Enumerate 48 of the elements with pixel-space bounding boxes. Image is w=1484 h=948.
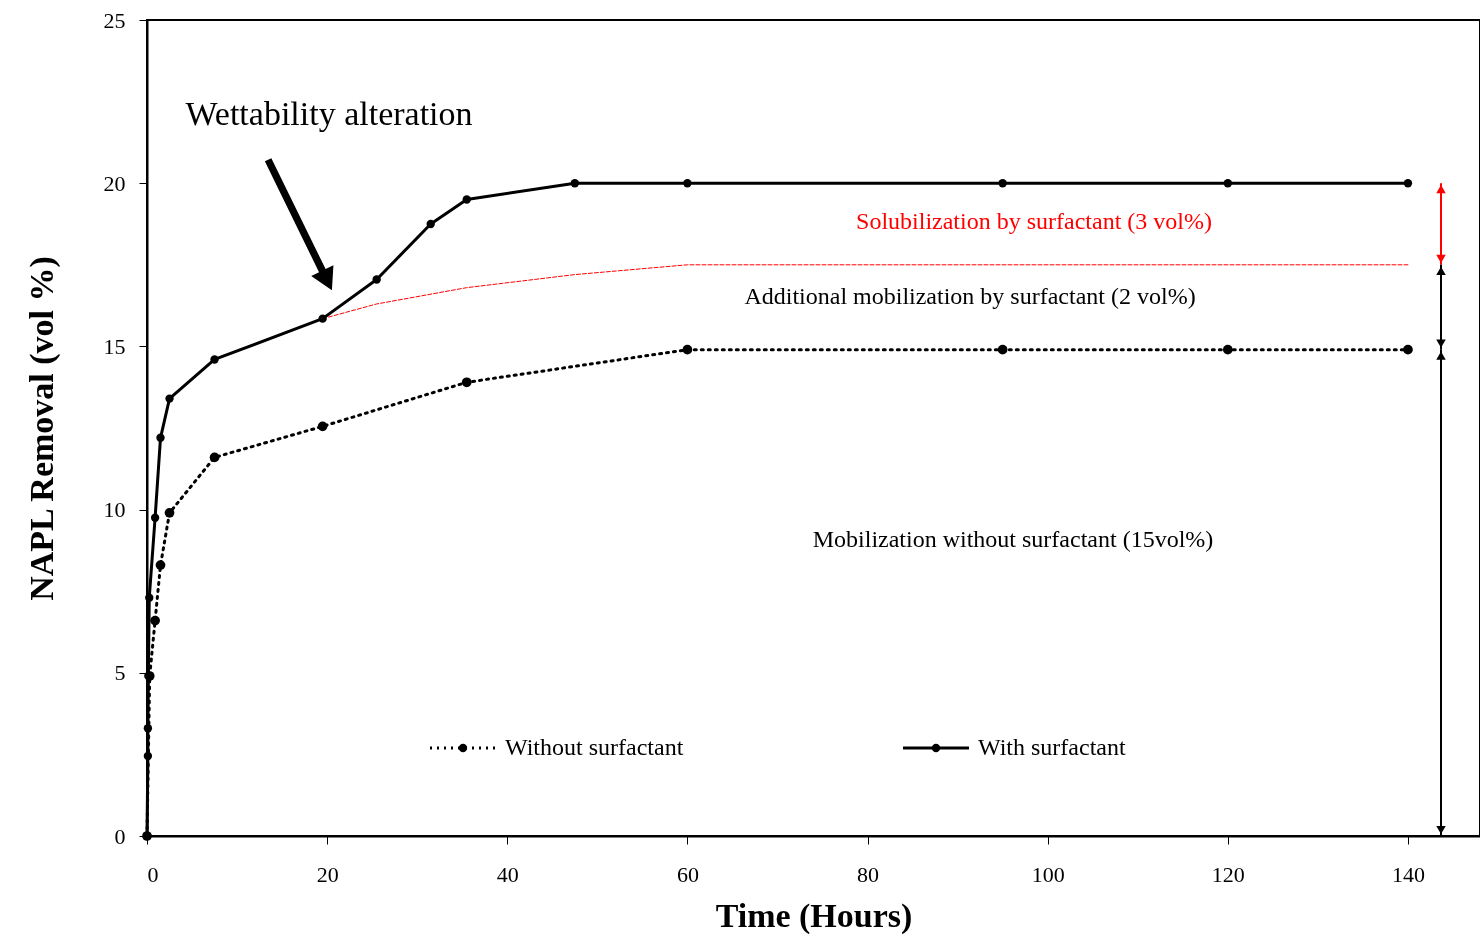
x-tick-label: 40 [496, 861, 519, 887]
point [426, 219, 435, 229]
point [317, 421, 328, 432]
annotation: Wettability alteration [185, 95, 473, 132]
y-tick-label: 25 [103, 7, 126, 33]
x-tick-label: 120 [1211, 861, 1245, 887]
point [997, 344, 1008, 355]
point [1403, 344, 1413, 355]
point [683, 179, 692, 188]
point [150, 513, 160, 522]
point [461, 377, 472, 388]
annotation: Solubilization by surfactant (3 vol%) [856, 208, 1212, 234]
point [1223, 179, 1232, 188]
point [164, 508, 175, 518]
x-tick-label: 80 [857, 861, 880, 887]
point [165, 394, 174, 403]
point [1403, 179, 1413, 188]
point [156, 433, 165, 442]
point [143, 751, 153, 761]
y-tick-label: 5 [114, 660, 126, 686]
point [1222, 344, 1233, 355]
point [318, 314, 327, 323]
point [372, 275, 381, 284]
y-tick-label: 15 [103, 333, 126, 359]
x-tick-label: 100 [1031, 861, 1065, 887]
point [210, 355, 219, 364]
point [570, 179, 579, 188]
x-tick-label: 60 [676, 861, 699, 887]
y-tick-label: 10 [103, 497, 126, 523]
point [145, 593, 154, 602]
annotation: Mobilization without surfactant (15vol%) [812, 526, 1214, 552]
x-axis-title: Time (Hours) [715, 896, 913, 935]
legend-label: Without surfactant [505, 734, 684, 760]
x-tick-label: 140 [1391, 861, 1425, 887]
legend-label: With surfactant [978, 734, 1126, 760]
point [682, 344, 693, 355]
point [209, 452, 220, 463]
y-axis-title: NAPL Removal (vol %) [22, 256, 61, 601]
point [150, 615, 160, 626]
point [998, 179, 1007, 188]
annotation: Additional mobilization by surfactant (2 vol%) [744, 283, 1196, 309]
x-tick-label: 0 [147, 861, 159, 887]
y-tick-label: 20 [103, 170, 126, 196]
x-tick-label: 20 [316, 861, 339, 887]
point [155, 560, 166, 570]
point [143, 724, 153, 733]
point [462, 195, 471, 204]
y-tick-label: 0 [114, 823, 126, 849]
